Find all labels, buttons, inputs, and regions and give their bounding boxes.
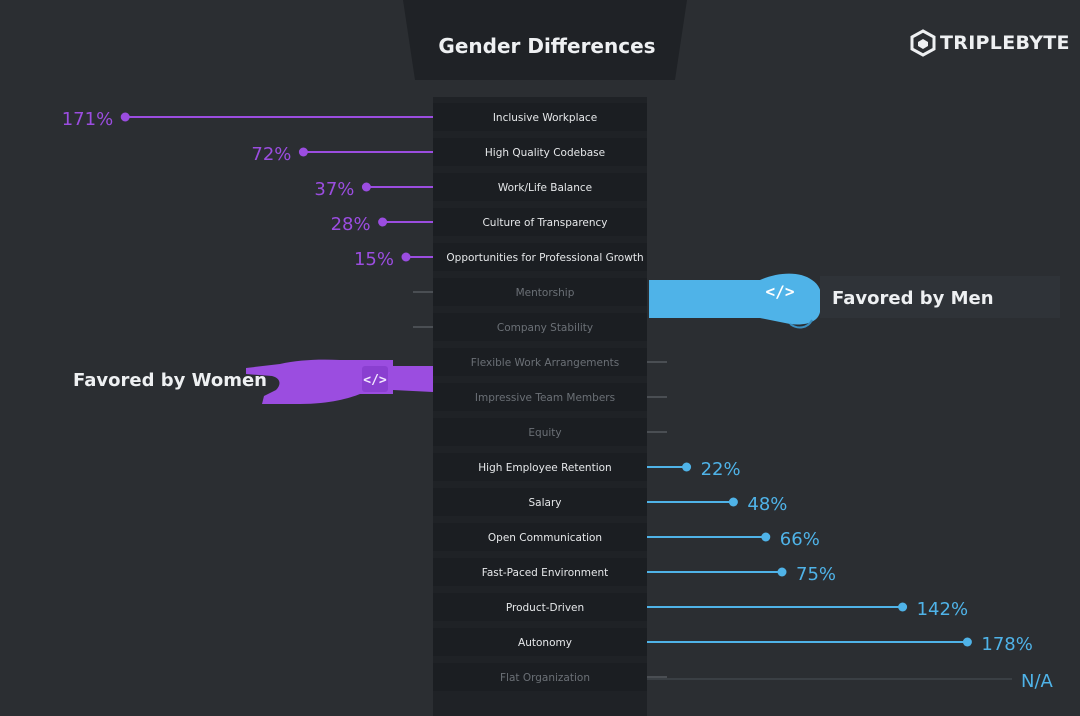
category-row-bg bbox=[433, 663, 647, 691]
women-value-label: 72% bbox=[251, 144, 291, 165]
category-label: Product-Driven bbox=[506, 602, 584, 614]
category-row-bg bbox=[433, 418, 647, 446]
category-row-bg bbox=[433, 348, 647, 376]
men-point bbox=[962, 637, 972, 647]
category-label: High Quality Codebase bbox=[485, 147, 605, 159]
category-row-bg bbox=[433, 243, 647, 271]
category-row-bg bbox=[433, 383, 647, 411]
men-hand-illustration: </> bbox=[649, 273, 1060, 329]
na-label: N/A bbox=[1021, 671, 1054, 692]
women-point bbox=[401, 252, 411, 262]
women-point bbox=[361, 182, 371, 192]
women-value-label: 15% bbox=[354, 249, 394, 270]
category-row-bg bbox=[433, 103, 647, 131]
women-hand-illustration: </> bbox=[246, 359, 433, 404]
category-row-bg bbox=[433, 208, 647, 236]
category-row-bg bbox=[433, 138, 647, 166]
men-point bbox=[761, 532, 771, 542]
women-point bbox=[120, 112, 130, 122]
category-row-bg bbox=[433, 628, 647, 656]
men-point bbox=[682, 462, 692, 472]
category-row-bg bbox=[433, 593, 647, 621]
men-value-label: 142% bbox=[917, 599, 968, 620]
category-label: Flexible Work Arrangements bbox=[471, 357, 619, 369]
title-banner bbox=[403, 0, 687, 80]
category-label: Mentorship bbox=[516, 287, 575, 299]
men-value-label: 48% bbox=[747, 494, 787, 515]
category-row-bg bbox=[433, 313, 647, 341]
men-point bbox=[898, 602, 908, 612]
category-label: Flat Organization bbox=[500, 672, 590, 684]
category-label: Company Stability bbox=[497, 322, 593, 334]
category-row-bg bbox=[433, 558, 647, 586]
category-row-bg bbox=[433, 173, 647, 201]
category-label: Culture of Transparency bbox=[482, 217, 607, 229]
cube-logo-icon bbox=[910, 29, 936, 57]
women-point bbox=[378, 217, 388, 227]
category-row-bg bbox=[433, 488, 647, 516]
women-point bbox=[298, 147, 308, 157]
category-row-bg bbox=[433, 523, 647, 551]
category-label: Fast-Paced Environment bbox=[482, 567, 608, 579]
women-value-label: 37% bbox=[314, 179, 354, 200]
category-label: Autonomy bbox=[518, 637, 572, 649]
category-label: Open Communication bbox=[488, 532, 602, 544]
triplebyte-logo: TRIPLEBYTE bbox=[910, 28, 1070, 58]
men-point bbox=[728, 497, 738, 507]
code-icon: </> bbox=[363, 373, 387, 388]
category-label: Opportunities for Professional Growth bbox=[446, 252, 643, 264]
favored-by-men-label: Favored by Men bbox=[832, 288, 994, 309]
code-icon-men: </> bbox=[766, 282, 795, 301]
chart-title: Gender Differences bbox=[438, 34, 655, 58]
category-label: High Employee Retention bbox=[478, 462, 611, 474]
brand-name: TRIPLEBYTE bbox=[940, 32, 1070, 54]
men-point bbox=[777, 567, 787, 577]
category-label: Inclusive Workplace bbox=[493, 112, 597, 124]
men-value-label: 75% bbox=[796, 564, 836, 585]
men-value-label: 22% bbox=[701, 459, 741, 480]
category-label: Salary bbox=[529, 497, 562, 509]
women-value-label: 171% bbox=[62, 109, 113, 130]
category-label: Equity bbox=[528, 427, 561, 439]
men-value-label: 66% bbox=[780, 529, 820, 550]
category-label: Impressive Team Members bbox=[475, 392, 615, 404]
category-row-bg bbox=[433, 278, 647, 306]
women-value-label: 28% bbox=[331, 214, 371, 235]
favored-by-women-label: Favored by Women bbox=[73, 370, 267, 391]
men-value-label: 178% bbox=[981, 634, 1032, 655]
category-row-bg bbox=[433, 453, 647, 481]
category-label: Work/Life Balance bbox=[498, 182, 592, 194]
